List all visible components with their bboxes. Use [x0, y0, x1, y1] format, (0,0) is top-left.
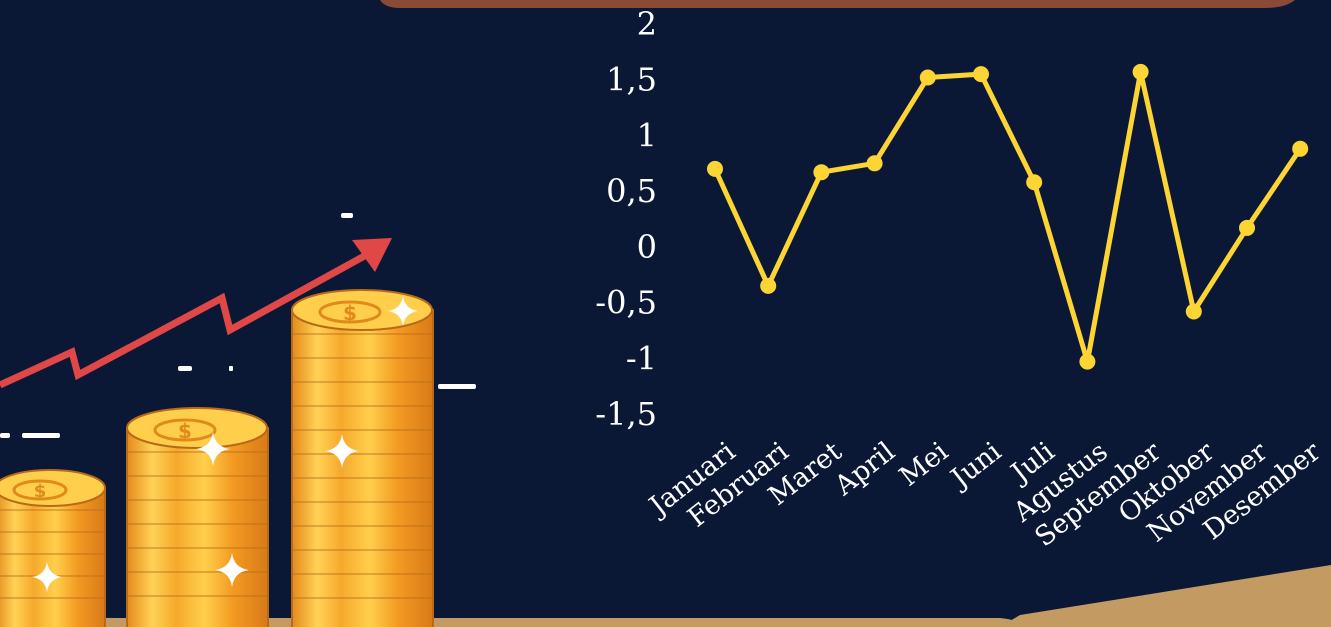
data-point: [813, 164, 830, 181]
coin-stack-small: $: [0, 469, 106, 627]
y-tick-label: 0: [637, 228, 657, 266]
floor-right: [1000, 565, 1331, 627]
data-point: [973, 66, 989, 83]
y-tick-label: 1: [637, 116, 657, 154]
data-point: [866, 155, 883, 172]
line-chart: 21,510,50-0,5-1-1,5JanuariFebruariMaretA…: [595, 5, 1326, 553]
data-point: [1026, 174, 1043, 191]
coin-stack-tall: $: [291, 289, 434, 627]
y-tick-label: 1,5: [606, 61, 657, 99]
dollar-icon: $: [178, 419, 192, 443]
dollar-icon: $: [343, 301, 357, 325]
dollar-icon: $: [34, 481, 47, 502]
data-point: [919, 69, 936, 86]
sparkle-icon: [215, 553, 249, 587]
x-tick-label: Juni: [943, 436, 1007, 496]
decor-dashes: [0, 213, 476, 438]
data-point: [1079, 353, 1096, 370]
data-point: [1185, 303, 1202, 320]
coin-stack-medium: $: [126, 407, 269, 627]
y-tick-label: 2: [637, 5, 657, 43]
data-point: [1132, 63, 1149, 80]
data-point: [1292, 140, 1309, 157]
sparkle-icon: [32, 562, 62, 592]
sparkles: [32, 296, 418, 592]
data-point: [760, 277, 777, 294]
x-tick-label: April: [828, 436, 901, 502]
data-point: [1239, 219, 1255, 236]
sparkle-icon: [388, 296, 418, 326]
y-tick-label: 0,5: [606, 172, 657, 210]
top-banner: [380, 0, 1295, 8]
y-tick-label: -1,5: [595, 395, 657, 433]
sparkle-icon: [325, 434, 359, 468]
series-line: [712, 69, 1303, 365]
y-tick-label: -0,5: [595, 284, 657, 322]
data-point: [707, 160, 723, 177]
sparkle-icon: [196, 432, 230, 466]
trend-up-arrow: [0, 238, 392, 389]
y-tick-label: -1: [626, 339, 657, 377]
x-tick-label: Mei: [894, 436, 955, 493]
